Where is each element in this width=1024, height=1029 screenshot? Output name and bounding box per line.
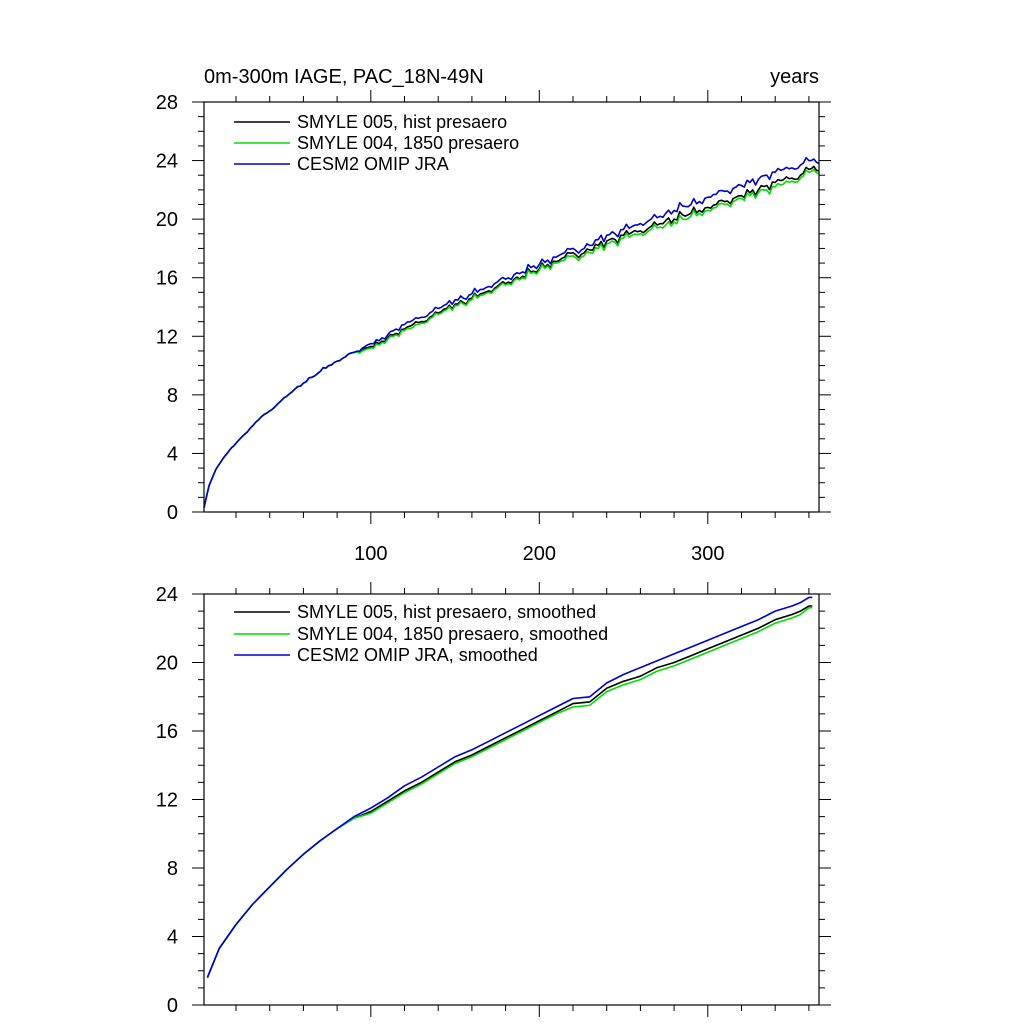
bottom-panel-frame xyxy=(203,593,820,1006)
legend-label: SMYLE 005, hist presaero xyxy=(297,112,507,132)
series-line xyxy=(203,168,820,508)
y-tick-label: 24 xyxy=(156,151,178,173)
x-tick-label: 100 xyxy=(354,543,387,565)
series-line xyxy=(206,596,813,978)
legend-label: SMYLE 004, 1850 presaero, smoothed xyxy=(297,624,608,644)
top-panel-ticks: 0 4 8 12 16 20 24 28 100 200 300 xyxy=(156,90,831,565)
top-panel-frame xyxy=(203,101,820,513)
y-tick-label: 4 xyxy=(167,927,178,949)
legend-label: SMYLE 004, 1850 presaero xyxy=(297,133,519,153)
y-tick-label: 12 xyxy=(156,326,178,348)
y-tick-label: 4 xyxy=(167,443,178,465)
bottom-panel-series-lines xyxy=(206,596,813,978)
top-panel-legend: SMYLE 005, hist presaero SMYLE 004, 1850… xyxy=(234,112,519,174)
y-tick-label: 24 xyxy=(156,584,178,606)
series-line xyxy=(203,156,820,508)
bottom-panel-legend: SMYLE 005, hist presaero, smoothed SMYLE… xyxy=(234,602,608,665)
y-tick-label: 16 xyxy=(156,268,178,290)
series-line xyxy=(203,165,820,508)
x-tick-label: 200 xyxy=(523,543,556,565)
bottom-panel: 0 4 8 12 16 20 24 SMYLE 005, hist presaero, sm… xyxy=(156,582,831,1017)
top-panel: 0m-300m IAGE, PAC_18N-49N years 0 4 8 12 16 2… xyxy=(156,66,831,565)
y-tick-label: 0 xyxy=(167,502,178,524)
legend-label: CESM2 OMIP JRA, smoothed xyxy=(297,645,538,665)
y-tick-label: 20 xyxy=(156,209,178,231)
y-tick-label: 28 xyxy=(156,92,178,114)
y-tick-label: 20 xyxy=(156,653,178,675)
y-tick-label: 12 xyxy=(156,790,178,812)
top-panel-units: years xyxy=(770,66,819,88)
legend-label: CESM2 OMIP JRA xyxy=(297,154,449,174)
bottom-panel-ticks: 0 4 8 12 16 20 24 xyxy=(156,582,831,1017)
y-tick-label: 0 xyxy=(167,995,178,1017)
top-panel-series-lines xyxy=(203,156,820,508)
x-tick-label: 300 xyxy=(691,543,724,565)
y-tick-label: 8 xyxy=(167,385,178,407)
y-tick-label: 8 xyxy=(167,858,178,880)
legend-label: SMYLE 005, hist presaero, smoothed xyxy=(297,602,596,622)
top-panel-title: 0m-300m IAGE, PAC_18N-49N xyxy=(204,66,484,88)
y-tick-label: 16 xyxy=(156,721,178,743)
